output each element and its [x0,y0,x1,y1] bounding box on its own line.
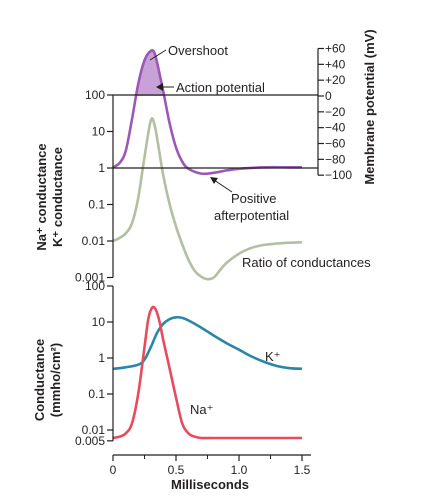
x-axis-title: Milliseconds [171,477,249,492]
bottom-left-tick-label-1: 10 [92,315,106,329]
top-left-axis-title-1: Na⁺ conductance [34,143,49,250]
x-tick-label-2: 1.0 [231,463,248,477]
overshoot-fill [136,50,165,96]
right-tick-label-8: −100 [325,168,352,182]
top-left-tick-label-0: 100 [85,88,105,102]
top-left-tick-label-4: 0.01 [82,234,106,248]
bottom-left-tick-label-0: 100 [85,279,105,293]
positive-label: Positive [231,191,277,206]
right-tick-label-2: +20 [325,73,346,87]
x-tick-label-1: 0.5 [168,463,185,477]
k-conductance-line [112,315,303,371]
afterpotential-pointer [213,179,233,193]
right-tick-label-7: −80 [325,152,346,166]
right-tick-label-1: +40 [325,57,346,71]
overshoot-pointer [149,49,167,61]
top-left-tick-label-3: 0.1 [88,198,105,212]
right-tick-label-0: +60 [325,41,346,55]
na-series-label: Na⁺ [190,402,213,417]
na-conductance-line [112,305,302,440]
x-tick-label-0: 0 [110,463,117,477]
overshoot-label: Overshoot [168,43,228,58]
bottom-left-tick-label-5: 0.005 [75,434,105,448]
top-left-tick-label-5: 0.001 [75,271,105,285]
right-axis-title: Membrane potential (mV) [362,29,377,184]
bottom-left-tick-label-2: 1 [98,351,105,365]
action-potential-line [112,49,302,176]
afterpotential-arrowhead [210,177,218,184]
top-left-axis-title-2: K⁺ conductance [50,147,65,247]
right-tick-label-5: −40 [325,121,346,135]
afterpotential-label: afterpotential [214,208,289,223]
bottom-left-axis-title-2: (mmho/cm²) [48,343,63,417]
bottom-left-tick-label-3: 0.1 [88,387,105,401]
top-left-tick-label-2: 1 [98,161,105,175]
k-series-label: K⁺ [265,349,281,364]
right-tick-label-3: 0 [325,89,332,103]
bottom-left-axis-title-1: Conductance [32,339,47,421]
ratio-label: Ratio of conductances [242,255,371,270]
top-left-tick-label-1: 10 [92,125,106,139]
x-tick-label-3: 1.5 [294,463,311,477]
right-tick-label-4: −20 [325,105,346,119]
action-potential-arrowhead [156,83,163,91]
right-tick-label-6: −60 [325,137,346,151]
ratio-of-conductances-line [112,117,303,281]
action-potential-label: Action potential [176,80,265,95]
bottom-left-tick-label-4: 0.01 [82,423,106,437]
